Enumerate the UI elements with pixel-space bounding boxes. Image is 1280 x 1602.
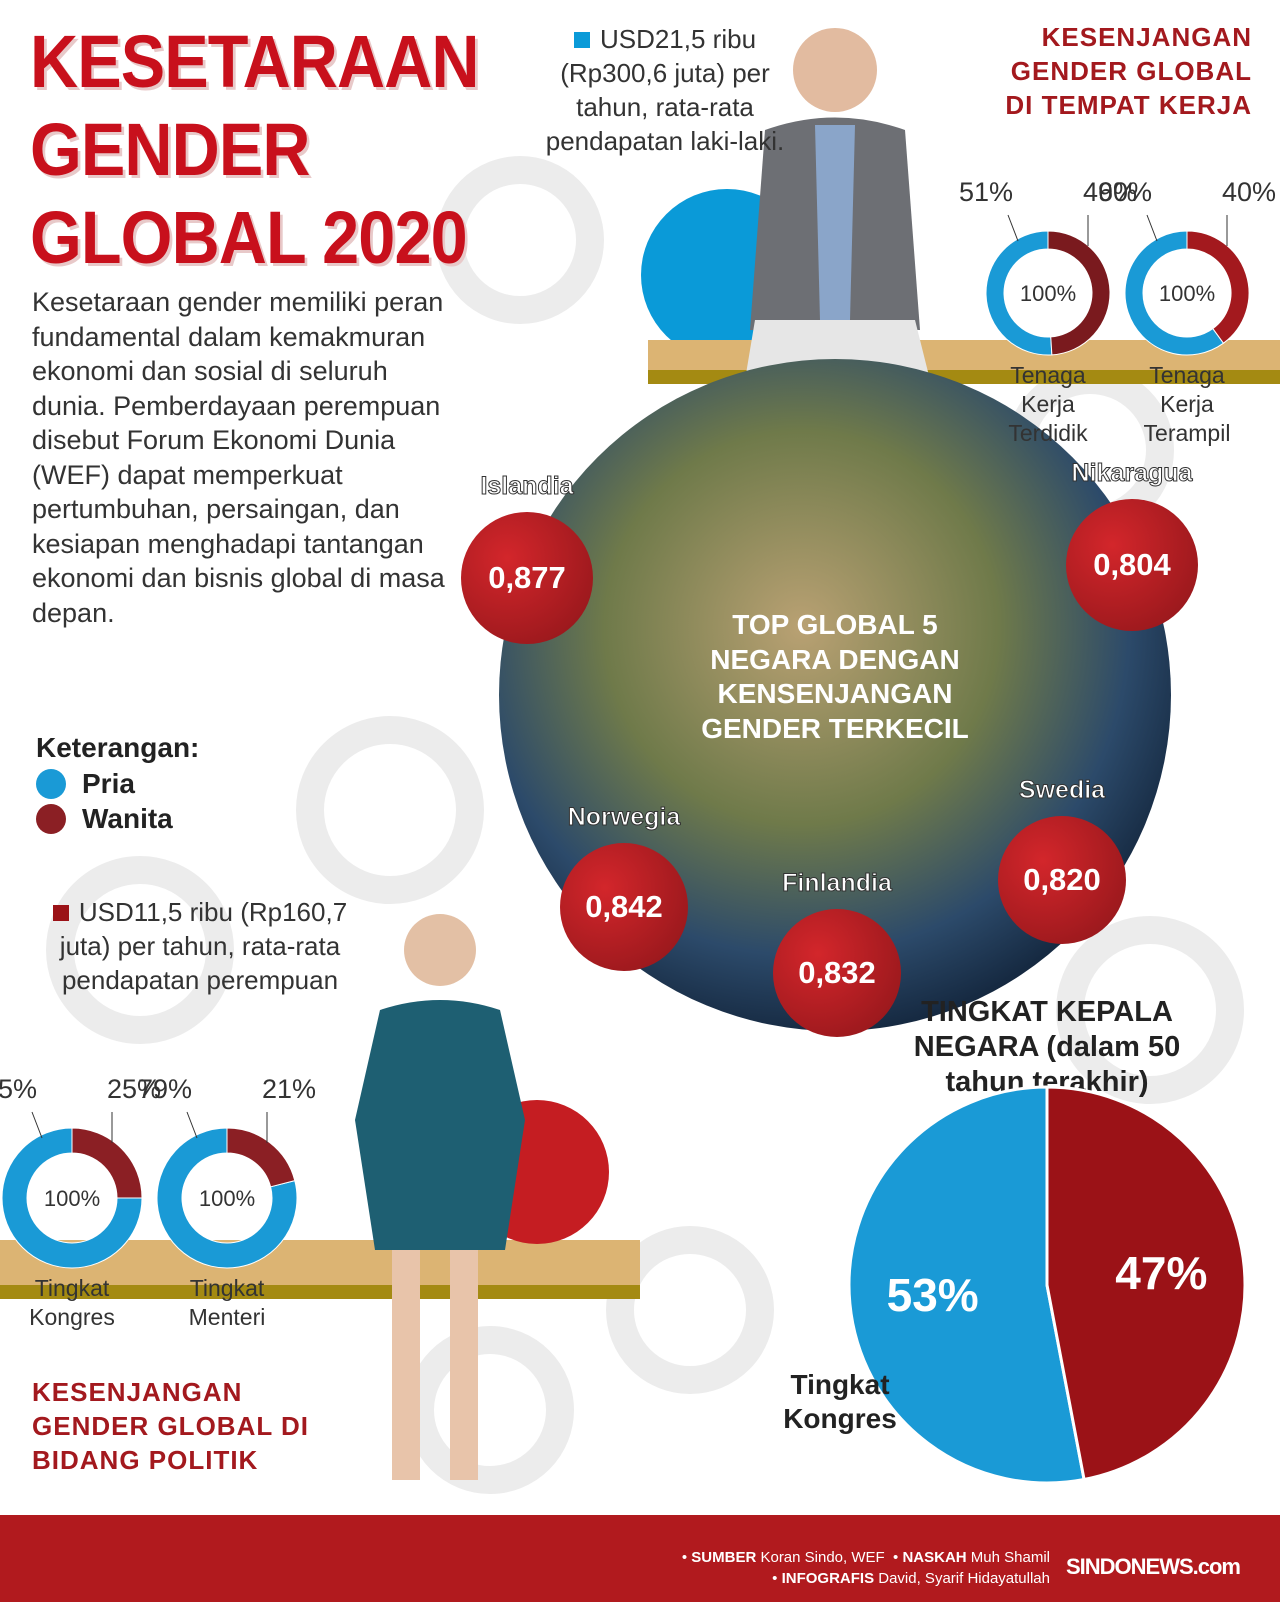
value-label: 53%: [887, 1269, 979, 1321]
value-label: 21%: [262, 1074, 316, 1104]
legend-label: Pria: [82, 768, 135, 799]
value-label: 75%: [0, 1074, 37, 1104]
donut-hole: [30, 1156, 114, 1240]
leader: [186, 1111, 198, 1139]
value-label: 40%: [1222, 177, 1276, 207]
value-label: 49%: [1083, 177, 1137, 207]
female-income-text: USD11,5 ribu (Rp160,7 juta) per tahun, r…: [59, 897, 348, 995]
chart-title: TINGKAT KEPALA NEGARA (dalam 50 tahun te…: [913, 996, 1181, 1098]
female-income: USD11,5 ribu (Rp160,7 juta) per tahun, r…: [35, 895, 365, 997]
country-name: Finlandia: [782, 869, 893, 898]
value-label: 51%: [959, 177, 1013, 207]
country-score: 0,804: [1066, 499, 1198, 631]
donut-hole: [1007, 252, 1089, 334]
title: KESETARAAN GENDER GLOBAL 2020: [30, 18, 528, 282]
center-label: 100%: [44, 1186, 100, 1211]
leader: [1146, 214, 1158, 242]
donut-segment: [226, 1127, 296, 1188]
footer-bar: [0, 1515, 1280, 1602]
credit-line: • SUMBER Koran Sindo, WEF • NASKAH Muh S…: [681, 1549, 1050, 1566]
male-income-text: USD21,5 ribu (Rp300,6 juta) per tahun, r…: [545, 24, 785, 156]
center-label: 100%: [1159, 281, 1215, 306]
donut-segment: [985, 230, 1053, 356]
legend-items: Pria Wanita: [36, 766, 199, 836]
chart-title: Tenaga Kerja Terdidik: [1008, 362, 1088, 446]
value-label: 25%: [107, 1074, 161, 1104]
legend-item: Pria: [36, 766, 199, 801]
donut-segment: [156, 1127, 298, 1269]
credit-text: David, Syarif Hidayatullah: [878, 1570, 1050, 1587]
title-line: GENDER: [30, 108, 310, 191]
value-label: 60%: [1098, 177, 1152, 207]
pie-slice: [847, 1085, 1086, 1485]
credits: • SUMBER Koran Sindo, WEF • NASKAH Muh S…: [682, 1547, 1050, 1589]
credit-label: NASKAH: [902, 1549, 967, 1566]
credit-label: SUMBER: [691, 1549, 757, 1566]
legend-swatch: [36, 803, 66, 834]
donut-segment: [1, 1127, 143, 1269]
country-name: Islandia: [480, 472, 574, 501]
country-name: Nikaragua: [1071, 459, 1193, 488]
legend-swatch: [36, 768, 66, 799]
male-income: USD21,5 ribu (Rp300,6 juta) per tahun, r…: [540, 22, 790, 158]
donut-segment: [1124, 230, 1225, 356]
country-score: 0,877: [461, 512, 593, 644]
title-line: GLOBAL 2020: [30, 196, 468, 279]
legend: Keterangan: Pria Wanita: [36, 730, 199, 836]
woman-figure: [355, 914, 525, 1480]
country-name: Swedia: [1018, 776, 1106, 805]
country-name: Norwegia: [567, 803, 681, 832]
credit-text: Koran Sindo, WEF: [760, 1549, 885, 1566]
credit-text: Muh Shamil: [970, 1549, 1050, 1566]
legend-item: Wanita: [36, 801, 199, 836]
value-label: 47%: [1115, 1247, 1207, 1299]
donut-segment: [71, 1127, 143, 1199]
marker: [573, 32, 590, 48]
center-label: 100%: [1020, 281, 1076, 306]
intro: Kesetaraan gender memiliki peran fundame…: [32, 287, 445, 628]
chart-title: Tingkat Menteri: [188, 1275, 266, 1330]
country-score: 0,832: [773, 909, 901, 1037]
country-score: 0,842: [560, 843, 688, 971]
bench-edge: [0, 1285, 640, 1299]
donut-hole: [1146, 252, 1228, 334]
politics-title: KESENJANGAN GENDER GLOBAL DI BIDANG POLI…: [32, 1377, 309, 1475]
logo: SINDONEWS.com: [1065, 1554, 1241, 1579]
legend-label: Wanita: [82, 803, 173, 834]
credit-line: • INFOGRAFIS David, Syarif Hidayatullah: [772, 1570, 1050, 1587]
center-label: 100%: [199, 1186, 255, 1211]
donut-segment: [1047, 230, 1111, 356]
globe-title: TOP GLOBAL 5 NEGARA DENGAN KENSENJANGAN …: [701, 609, 969, 744]
country-score: 0,820: [998, 816, 1126, 944]
annotation: Tingkat Kongres: [783, 1369, 897, 1434]
credit-label: INFOGRAFIS: [781, 1570, 875, 1587]
leader: [1007, 214, 1019, 242]
chart-title: Tingkat Kongres: [29, 1275, 115, 1330]
marker: [52, 905, 69, 921]
value-label: 79%: [138, 1074, 192, 1104]
donut-hole: [185, 1156, 269, 1240]
title-line: KESETARAAN: [30, 20, 479, 103]
legend-title: Keterangan:: [36, 732, 200, 763]
donut-segment: [1186, 230, 1250, 344]
leader: [31, 1111, 43, 1139]
chart-title: Tenaga Kerja Terampil: [1143, 362, 1231, 446]
pie-slice: [1045, 1085, 1247, 1482]
workplace-title: KESENJANGAN GENDER GLOBAL DI TEMPAT KERJ…: [1005, 22, 1252, 120]
